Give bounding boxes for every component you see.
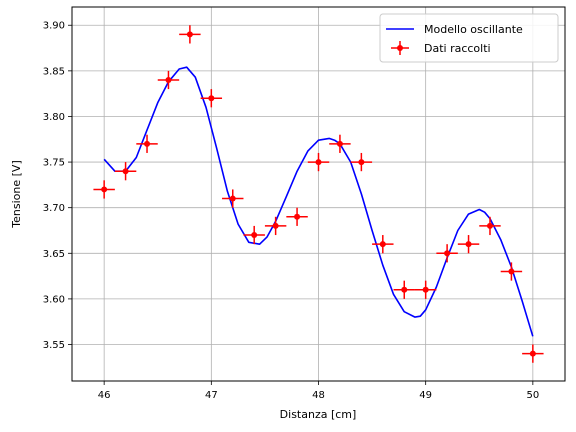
x-tick-label: 47	[205, 390, 218, 401]
y-axis: 3.55 3.60 3.65 3.70 3.75 3.80 3.85 3.90	[43, 21, 72, 351]
data-point	[414, 280, 437, 299]
x-tick-label: 46	[98, 390, 111, 401]
y-tick-label: 3.70	[43, 203, 65, 214]
data-point	[243, 225, 265, 245]
legend-label-data: Dati raccolti	[424, 42, 491, 55]
y-axis-label: Tensione [V]	[10, 160, 23, 228]
data-point	[136, 134, 158, 153]
data-point	[436, 244, 458, 263]
model-line	[103, 66, 534, 337]
data-point	[522, 344, 544, 363]
data-point	[500, 262, 523, 281]
data-point	[157, 70, 180, 90]
x-axis-label: Distanza [cm]	[280, 408, 357, 421]
y-tick-label: 3.55	[43, 340, 65, 351]
data-point	[393, 280, 415, 299]
data-point	[286, 207, 308, 226]
y-tick-label: 3.60	[43, 294, 65, 305]
data-series	[93, 25, 544, 363]
data-point	[264, 216, 287, 236]
data-point	[479, 216, 501, 236]
data-point	[350, 152, 373, 172]
model-series	[103, 66, 534, 337]
data-point	[222, 189, 244, 208]
legend-label-model: Modello oscillante	[424, 23, 523, 36]
x-axis: 46 47 48 49 50	[98, 381, 539, 401]
y-tick-label: 3.75	[43, 158, 65, 169]
data-point	[93, 180, 115, 199]
y-tick-label: 3.80	[43, 112, 65, 123]
x-tick-label: 49	[419, 390, 432, 401]
data-point	[372, 235, 394, 254]
data-point	[457, 235, 480, 254]
y-tick-label: 3.65	[43, 249, 65, 260]
data-point	[307, 152, 330, 172]
data-point	[114, 162, 137, 181]
y-tick-label: 3.90	[43, 21, 65, 32]
data-point	[179, 25, 201, 44]
x-tick-label: 50	[526, 390, 539, 401]
legend-box	[379, 13, 559, 63]
x-tick-label: 48	[312, 390, 325, 401]
data-point	[329, 134, 351, 153]
legend-errorbar-marker	[391, 41, 409, 55]
legend: Modello oscillante Dati raccolti	[379, 13, 559, 63]
data-point	[200, 89, 223, 108]
y-tick-label: 3.85	[43, 66, 65, 77]
